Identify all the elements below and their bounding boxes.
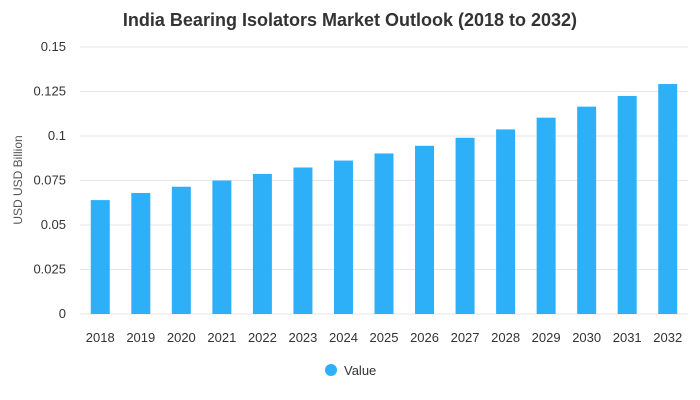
x-axis-ticks: 2018 2019 2020 2021 2022 2023 2024 2025 2026 2027… xyxy=(86,330,682,345)
bar-2030[interactable] xyxy=(577,106,597,314)
x-tick-label: 2030 xyxy=(572,330,601,345)
x-tick-label: 2026 xyxy=(410,330,439,345)
bar-2018[interactable] xyxy=(90,200,110,314)
x-tick-label: 2031 xyxy=(613,330,642,345)
bar-2025[interactable] xyxy=(374,153,394,314)
x-tick-label: 2020 xyxy=(167,330,196,345)
legend-label: Value xyxy=(344,363,376,378)
bar-2028[interactable] xyxy=(496,129,516,314)
x-tick-label: 2027 xyxy=(451,330,480,345)
bar-2026[interactable] xyxy=(415,145,435,314)
bar-2022[interactable] xyxy=(252,173,272,314)
y-axis-ticks: 0 0.025 0.05 0.075 0.1 0.125 0.15 xyxy=(33,39,66,321)
x-tick-label: 2025 xyxy=(370,330,399,345)
y-axis-label: USD USD Billion xyxy=(11,135,25,224)
x-tick-label: 2029 xyxy=(532,330,561,345)
x-tick-label: 2024 xyxy=(329,330,358,345)
bar-2027[interactable] xyxy=(455,137,475,314)
bar-2023[interactable] xyxy=(293,167,313,314)
legend-marker xyxy=(325,364,337,376)
y-tick-label: 0.05 xyxy=(41,217,66,232)
bars xyxy=(90,84,678,315)
bar-2020[interactable] xyxy=(171,186,191,314)
chart-title: India Bearing Isolators Market Outlook (… xyxy=(123,10,577,30)
bar-2024[interactable] xyxy=(333,160,353,314)
x-tick-label: 2032 xyxy=(653,330,682,345)
y-tick-label: 0.125 xyxy=(33,84,66,99)
x-tick-label: 2018 xyxy=(86,330,115,345)
y-tick-label: 0 xyxy=(59,306,66,321)
legend[interactable]: Value xyxy=(325,363,376,378)
bar-2031[interactable] xyxy=(617,95,637,314)
x-tick-label: 2021 xyxy=(207,330,236,345)
y-tick-label: 0.075 xyxy=(33,173,66,188)
x-tick-label: 2023 xyxy=(288,330,317,345)
bar-2032[interactable] xyxy=(658,84,678,314)
x-tick-label: 2028 xyxy=(491,330,520,345)
x-tick-label: 2022 xyxy=(248,330,277,345)
y-tick-label: 0.15 xyxy=(41,39,66,54)
x-tick-label: 2019 xyxy=(126,330,155,345)
bar-2021[interactable] xyxy=(212,180,232,315)
y-tick-label: 0.025 xyxy=(33,262,66,277)
bar-2029[interactable] xyxy=(536,117,556,314)
y-tick-label: 0.1 xyxy=(48,128,66,143)
bar-2019[interactable] xyxy=(131,192,151,314)
